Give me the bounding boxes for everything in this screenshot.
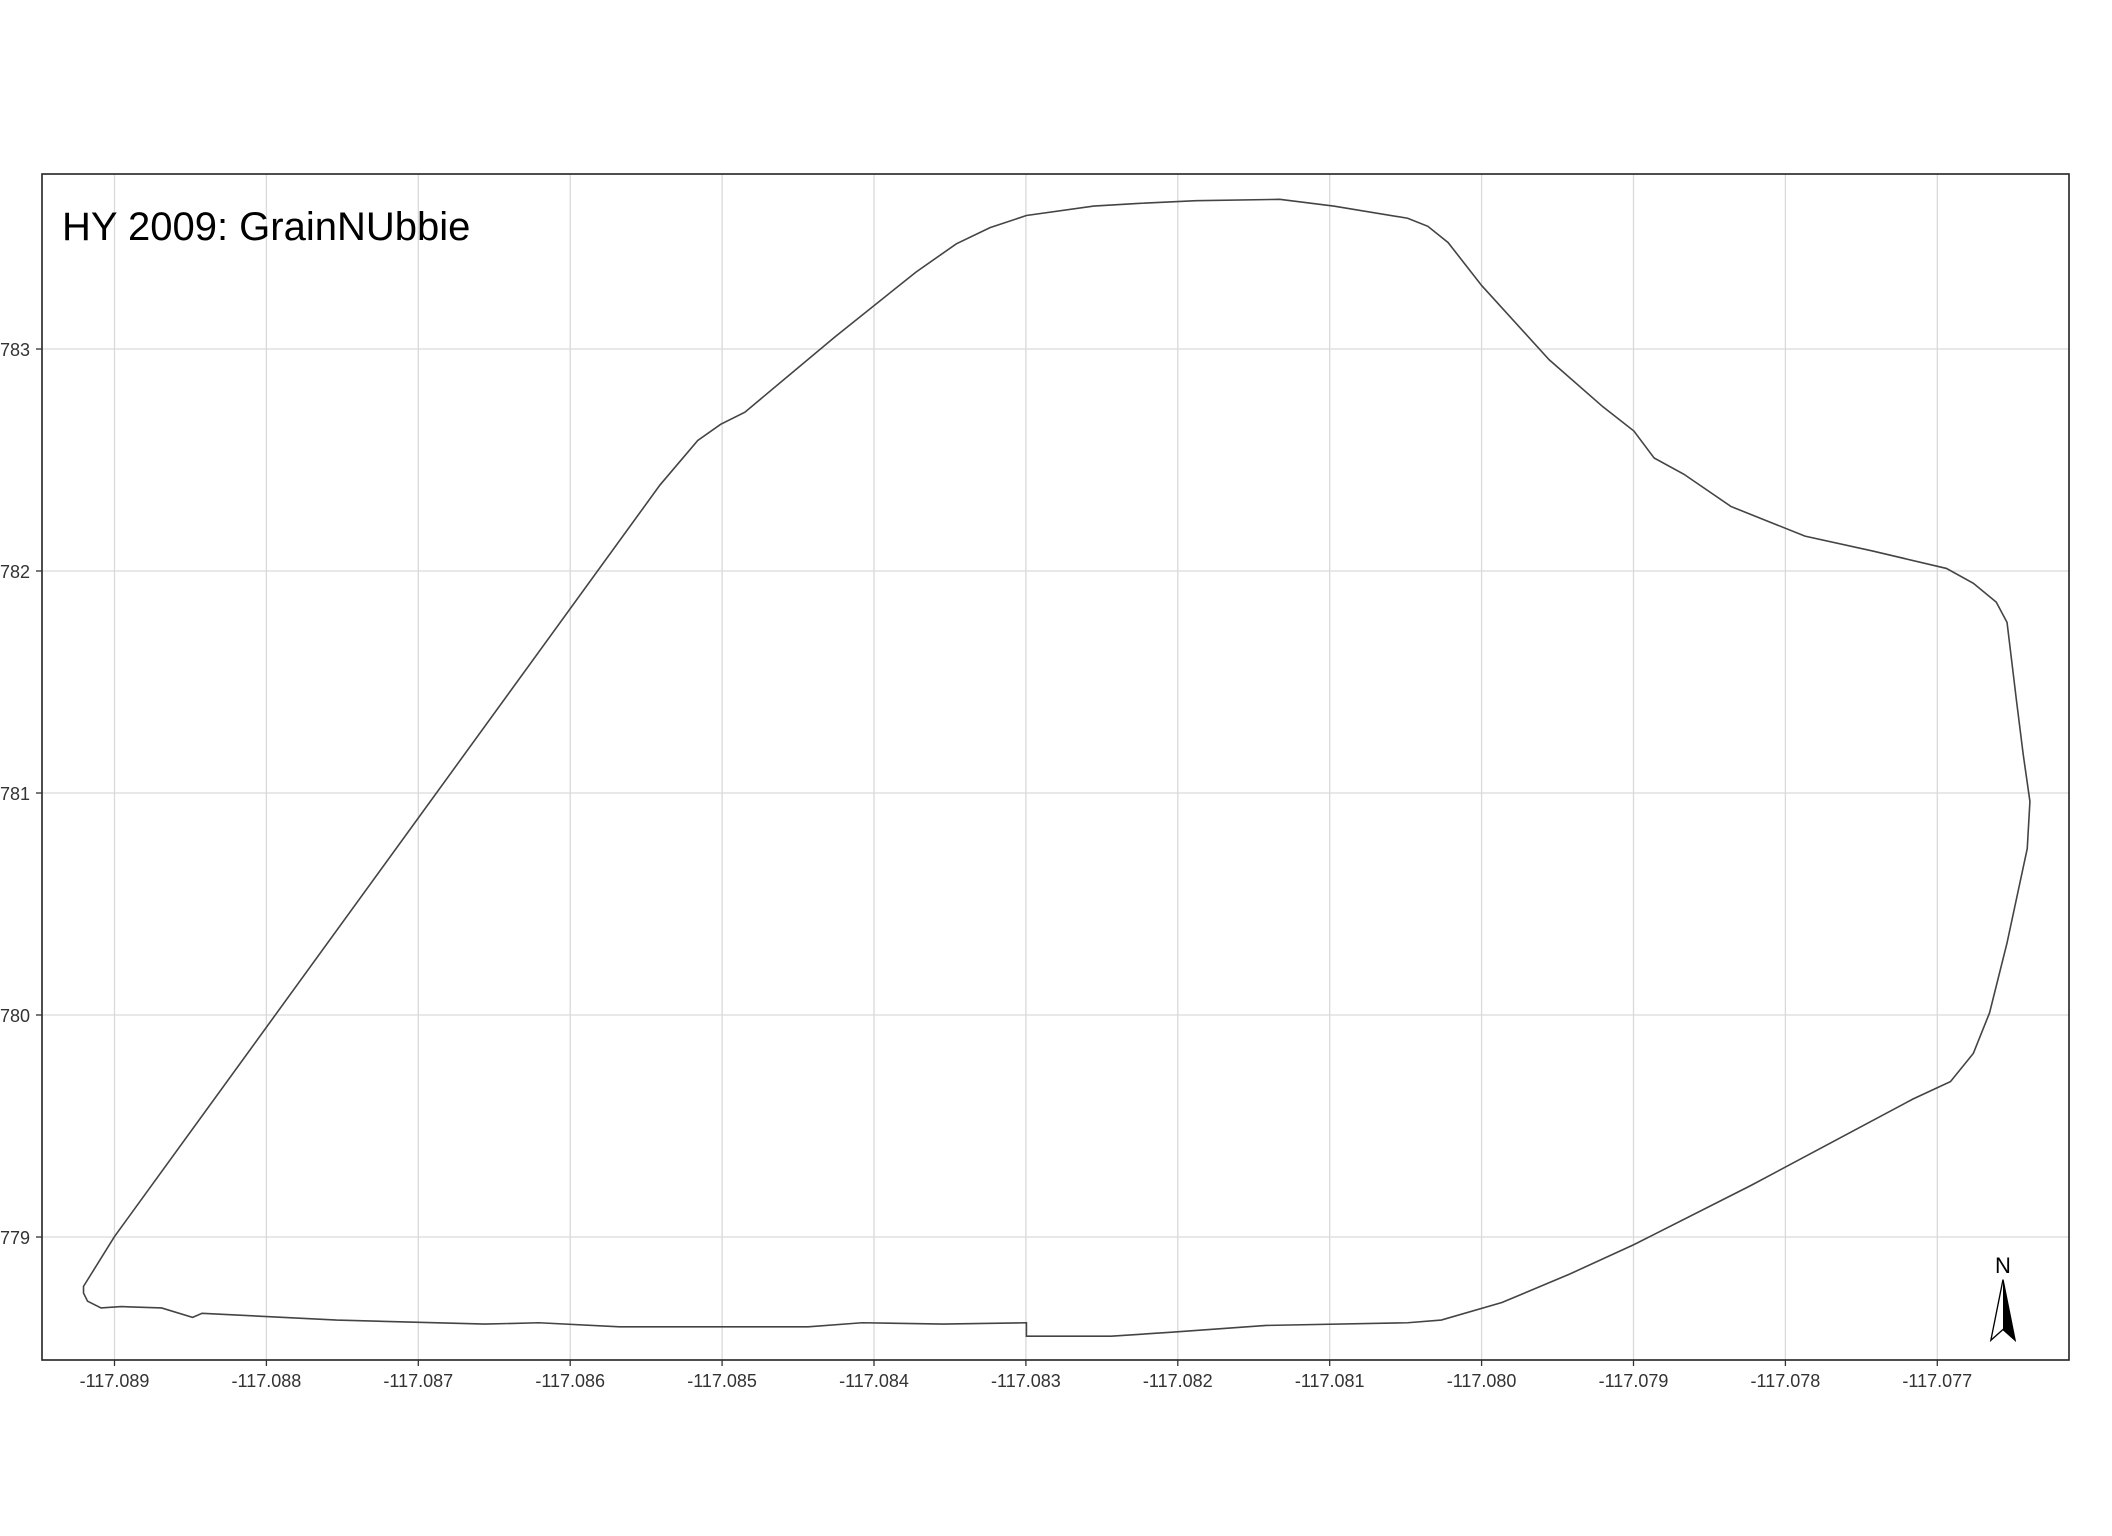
y-tick-label: 781: [0, 784, 30, 804]
map-title: HY 2009: GrainNUbbie: [62, 205, 470, 249]
field-boundary: [84, 199, 2030, 1336]
x-tick-label: -117.087: [383, 1371, 453, 1391]
x-tick-label: -117.089: [80, 1371, 150, 1391]
x-tick-label: -117.082: [1143, 1371, 1213, 1391]
x-tick-label: -117.081: [1295, 1371, 1365, 1391]
x-tick-label: -117.078: [1751, 1371, 1821, 1391]
y-tick-label: 782: [0, 562, 30, 582]
x-tick-label: -117.084: [839, 1371, 909, 1391]
y-tick-label: 783: [0, 340, 30, 360]
y-tick-label: 779: [0, 1228, 30, 1248]
x-tick-label: -117.088: [232, 1371, 302, 1391]
y-tick-label: 780: [0, 1006, 30, 1026]
x-tick-label: -117.077: [1902, 1371, 1972, 1391]
x-tick-label: -117.083: [991, 1371, 1061, 1391]
x-tick-label: -117.085: [687, 1371, 757, 1391]
north-label: N: [1995, 1253, 2011, 1278]
field-boundary-group: [84, 199, 2030, 1343]
x-tick-label: -117.086: [535, 1371, 605, 1391]
x-tick-label: -117.080: [1447, 1371, 1517, 1391]
grid: [42, 174, 2069, 1360]
x-tick-label: -117.079: [1599, 1371, 1669, 1391]
panel-border: [41, 173, 2070, 1361]
